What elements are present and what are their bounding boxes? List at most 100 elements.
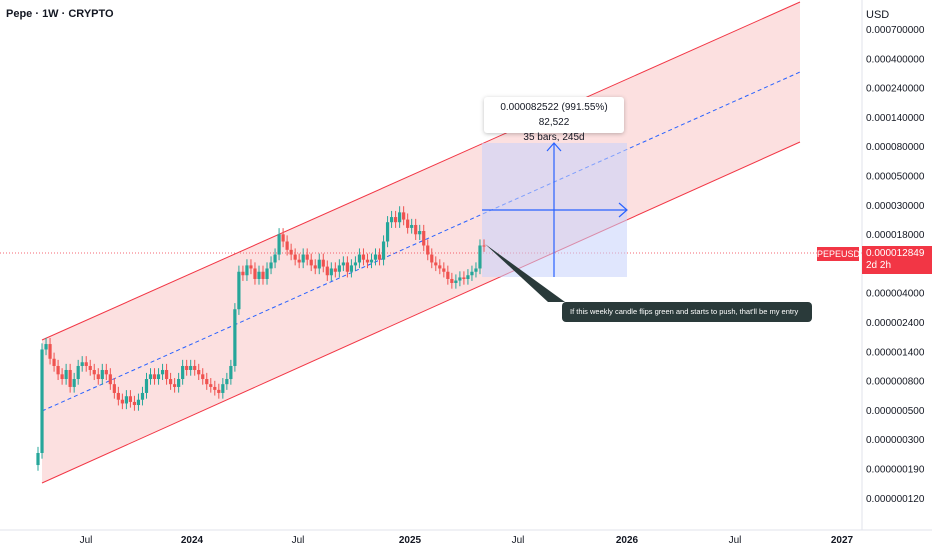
price-tick-label: 0.000080000 [866,142,925,153]
candle-body [462,277,466,279]
candle-body [84,362,88,366]
candle-body [317,259,321,269]
candle-body [470,271,474,276]
candle-body [136,399,141,406]
time-tick-label: Jul [729,535,742,546]
candle-body [361,254,366,260]
time-axis[interactable]: Jul 2024 Jul 2025 Jul 2026 Jul 2027 [80,535,854,546]
candle-body [112,384,116,393]
candle-body [422,230,426,246]
candle-body [309,259,313,266]
candle-body [128,396,133,402]
price-tick-label: 0.000002400 [866,318,925,329]
candle-body [269,262,273,269]
candle-body [329,268,333,276]
candle-body [104,369,108,375]
candle-body [418,230,422,235]
candle-body [466,275,470,279]
measure-duration-text: 35 bars, 245d [523,132,585,143]
candle-body [293,254,297,260]
channel-upper-line[interactable] [41,1,801,341]
candle-body [64,369,68,380]
candle-body [253,268,257,279]
candle-body [430,254,434,263]
annotation-callout[interactable]: If this weekly candle flips green and st… [562,302,812,322]
candle-body [52,358,56,366]
price-tick-label: 0.000018000 [866,230,925,241]
candle-body [152,374,157,380]
candle-body [80,362,84,366]
ticker-badge: PEPEUSD [817,247,861,261]
price-tick-label: 0.000000190 [866,465,925,476]
candle-body [221,384,225,393]
candle-body [205,379,209,385]
price-channel[interactable] [42,2,800,483]
price-tick-label: 0.000000800 [866,377,925,388]
measure-up-arrowhead [546,142,562,152]
candle-body [124,396,128,404]
candle-body [454,280,458,283]
symbol-title[interactable]: Pepe · 1W · CRYPTO [6,8,114,20]
candle-body [410,224,414,228]
candle-body [478,245,482,269]
candle-body [353,262,358,266]
price-tick-label: 0.000700000 [866,25,925,36]
candle-body [394,217,398,223]
candle-body [132,401,137,406]
candle-body [72,379,76,387]
candle-body [96,374,100,380]
candle-body [213,386,217,390]
candle-body [177,379,181,387]
price-axis[interactable]: 0.000700000 0.000400000 0.000240000 0.00014… [866,25,925,505]
candle-body [385,222,390,242]
candle-body [164,369,169,380]
candle-body [92,369,96,375]
candle-body [36,452,40,466]
candle-body [68,369,72,387]
price-tick-label: 0.000000500 [866,406,925,417]
candle-body [140,392,145,400]
time-tick-label: Jul [292,535,305,546]
candle-body [482,245,486,247]
candle-body [434,262,438,266]
time-tick-label: Jul [80,535,93,546]
currency-label[interactable]: USD [866,9,890,21]
candle-body [237,271,241,310]
candle-body [438,265,442,269]
price-tick-label: 0.000140000 [866,113,925,124]
candle-body [193,365,197,370]
candle-body [377,254,382,260]
price-tick-label: 0.000000300 [866,435,925,446]
price-tick-label: 0.000050000 [866,172,925,183]
candle-body [173,384,177,387]
candle-body [257,271,261,279]
candle-body [108,374,112,385]
candle-body [273,254,277,263]
candle-body [88,365,92,370]
candle-body [446,271,450,279]
candle-body [333,268,337,272]
candlestick-series [36,206,486,471]
candle-body [44,344,48,350]
channel-lower-line[interactable] [41,141,801,484]
price-tick-label: 0.000240000 [866,84,925,95]
candle-body [365,259,370,263]
candle-body [181,365,185,380]
candle-body [398,212,402,223]
candle-body [40,349,44,453]
candle-body [277,234,281,255]
time-tick-label: 2024 [181,535,204,546]
price-tick-label: 0.000030000 [866,201,925,212]
last-price-value: 0.000012849 [866,248,925,259]
channel-midline[interactable] [41,71,801,412]
candle-body [249,265,253,269]
candle-body [168,379,173,385]
candle-body [337,265,341,272]
candle-body [116,392,120,400]
candle-body [265,268,269,279]
price-tick-label: 0.000400000 [866,54,925,65]
bar-countdown: 2d 2h [866,260,892,271]
candle-body [341,262,345,266]
candle-body [389,217,394,223]
